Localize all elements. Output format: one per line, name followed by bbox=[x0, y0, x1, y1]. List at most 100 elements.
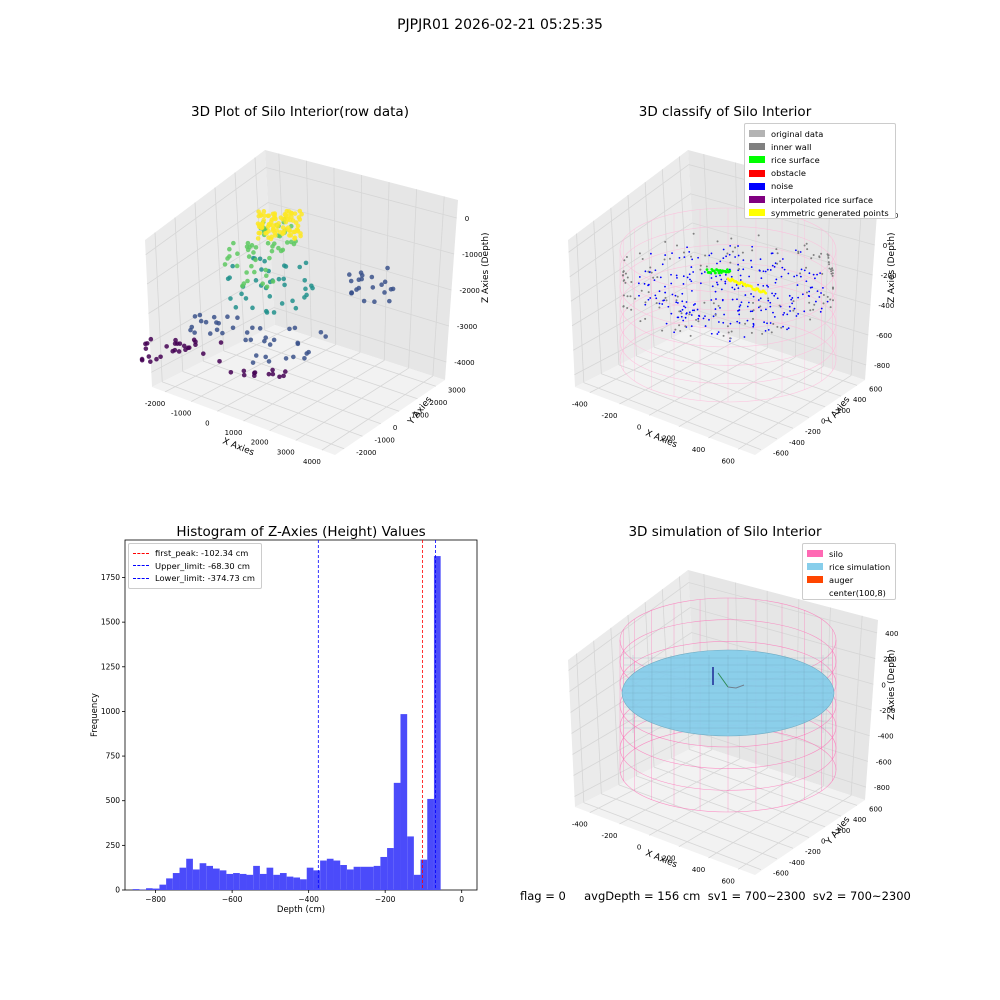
raw-point bbox=[281, 276, 287, 282]
histogram-ytick-label: 250 bbox=[106, 841, 121, 850]
classify-noise-point bbox=[649, 252, 652, 255]
raw-point bbox=[262, 338, 267, 344]
classify-noise-point bbox=[689, 278, 691, 281]
classify-wall-point bbox=[778, 304, 781, 307]
classify-noise-point bbox=[733, 288, 736, 291]
histogram-bar bbox=[320, 860, 327, 890]
classify-wall-point bbox=[639, 320, 642, 323]
classify-noise-point bbox=[767, 328, 770, 331]
classify-noise-point bbox=[787, 327, 790, 330]
histogram-bar bbox=[413, 874, 421, 890]
histogram-bar bbox=[313, 870, 321, 890]
raw-point bbox=[270, 211, 276, 217]
classify-noise-point bbox=[780, 275, 783, 278]
classify-zgrid bbox=[573, 280, 869, 351]
classify-noise-point bbox=[690, 325, 693, 328]
classify-noise-point bbox=[721, 299, 724, 302]
histogram-ytick-label: 500 bbox=[106, 796, 121, 805]
raw-point bbox=[295, 341, 301, 347]
panel-title-histogram: Histogram of Z-Axies (Height) Values bbox=[176, 524, 426, 540]
raw-point bbox=[214, 327, 220, 333]
raw-point bbox=[267, 294, 273, 299]
simulation-axis-ticks: -400-2000200400600-600-400-2000200400600… bbox=[572, 630, 899, 885]
classify-noise-point bbox=[752, 324, 755, 326]
histogram-ytick-label: 1000 bbox=[101, 707, 120, 716]
raw-xgrid bbox=[191, 336, 312, 402]
classify-rice-point bbox=[705, 268, 709, 272]
classify-legend-label: interpolated rice surface bbox=[771, 194, 874, 205]
classify-noise-point bbox=[704, 315, 706, 318]
classify-wall-point bbox=[705, 265, 708, 268]
raw-point bbox=[290, 298, 295, 304]
raw-point bbox=[298, 233, 303, 239]
classify-noise-point bbox=[682, 275, 685, 278]
classify-noise-point bbox=[714, 308, 717, 310]
raw-point bbox=[257, 230, 263, 236]
classify-ytick-label: -600 bbox=[773, 450, 789, 458]
classify-noise-point bbox=[799, 251, 802, 253]
histogram-bar bbox=[300, 879, 307, 890]
classify-wall-point bbox=[676, 244, 679, 247]
raw-point bbox=[192, 330, 197, 335]
classify-noise-point bbox=[815, 300, 817, 303]
classify-ztick-label: -400 bbox=[878, 302, 894, 310]
classify-wall-point bbox=[831, 299, 834, 302]
raw-point bbox=[266, 359, 272, 364]
classify-ygrid bbox=[636, 355, 810, 418]
classify-noise-point bbox=[712, 315, 715, 318]
classify-wall-point bbox=[767, 297, 770, 300]
raw-xtick-label: 1000 bbox=[225, 429, 243, 437]
classify-noise-point bbox=[694, 303, 696, 305]
raw-point bbox=[154, 356, 159, 362]
raw-xtick-label: 4000 bbox=[303, 458, 321, 466]
panel-title-simulation: 3D simulation of Silo Interior bbox=[628, 524, 822, 540]
classify-noise-point bbox=[765, 308, 767, 311]
classify-noise-point bbox=[791, 297, 794, 299]
histogram-bar bbox=[333, 860, 341, 890]
classify-wall-point bbox=[759, 305, 762, 308]
simulation-ygrid bbox=[601, 793, 778, 860]
raw-zlabel: Z Axies (Depth) bbox=[481, 232, 491, 303]
classify-noise-point bbox=[717, 331, 720, 334]
classify-noise-point bbox=[759, 258, 762, 261]
histogram-bar bbox=[340, 865, 347, 890]
histogram-bar bbox=[172, 873, 180, 890]
histogram-xtick-label: 0 bbox=[459, 895, 464, 904]
classify-wall-point bbox=[704, 254, 707, 257]
classify-noise-point bbox=[696, 308, 699, 311]
raw-point bbox=[281, 373, 286, 379]
classify-wall-point bbox=[752, 317, 755, 320]
classify-legend-entry: original data bbox=[749, 127, 891, 140]
histogram-bar bbox=[353, 866, 361, 890]
classify-wall-point bbox=[797, 250, 800, 253]
classify-wall-point bbox=[668, 257, 671, 260]
histogram-ytick-label: 1500 bbox=[101, 618, 120, 627]
raw-point bbox=[176, 349, 182, 354]
histogram-bar bbox=[279, 873, 287, 890]
classify-noise-point bbox=[746, 319, 749, 322]
raw-zgrid bbox=[149, 272, 450, 344]
classify-wall-point bbox=[821, 272, 824, 275]
classify-noise-point bbox=[773, 294, 776, 297]
classify-wall-point bbox=[622, 279, 625, 282]
classify-ztick-label: 0 bbox=[883, 242, 887, 250]
raw-xgrid bbox=[295, 367, 409, 441]
classify-noise-point bbox=[676, 276, 678, 279]
raw-point bbox=[144, 341, 150, 346]
classify-wall-point bbox=[626, 295, 629, 298]
classify-noise-point bbox=[781, 258, 784, 260]
histogram-legend-swatch bbox=[133, 565, 149, 567]
raw-point bbox=[283, 356, 289, 361]
classify-wall-point bbox=[731, 250, 734, 253]
histogram-bar bbox=[246, 874, 254, 890]
raw-point bbox=[282, 282, 287, 288]
classify-noise-point bbox=[683, 305, 685, 308]
raw-point bbox=[175, 341, 180, 346]
classify-zgrid bbox=[569, 193, 875, 278]
classify-xtick-label: -200 bbox=[602, 412, 618, 420]
classify-noise-point bbox=[750, 266, 753, 268]
raw-point bbox=[198, 318, 204, 324]
classify-noise-point bbox=[801, 293, 804, 296]
classify-wall-point bbox=[775, 248, 778, 251]
raw-point bbox=[225, 276, 231, 282]
